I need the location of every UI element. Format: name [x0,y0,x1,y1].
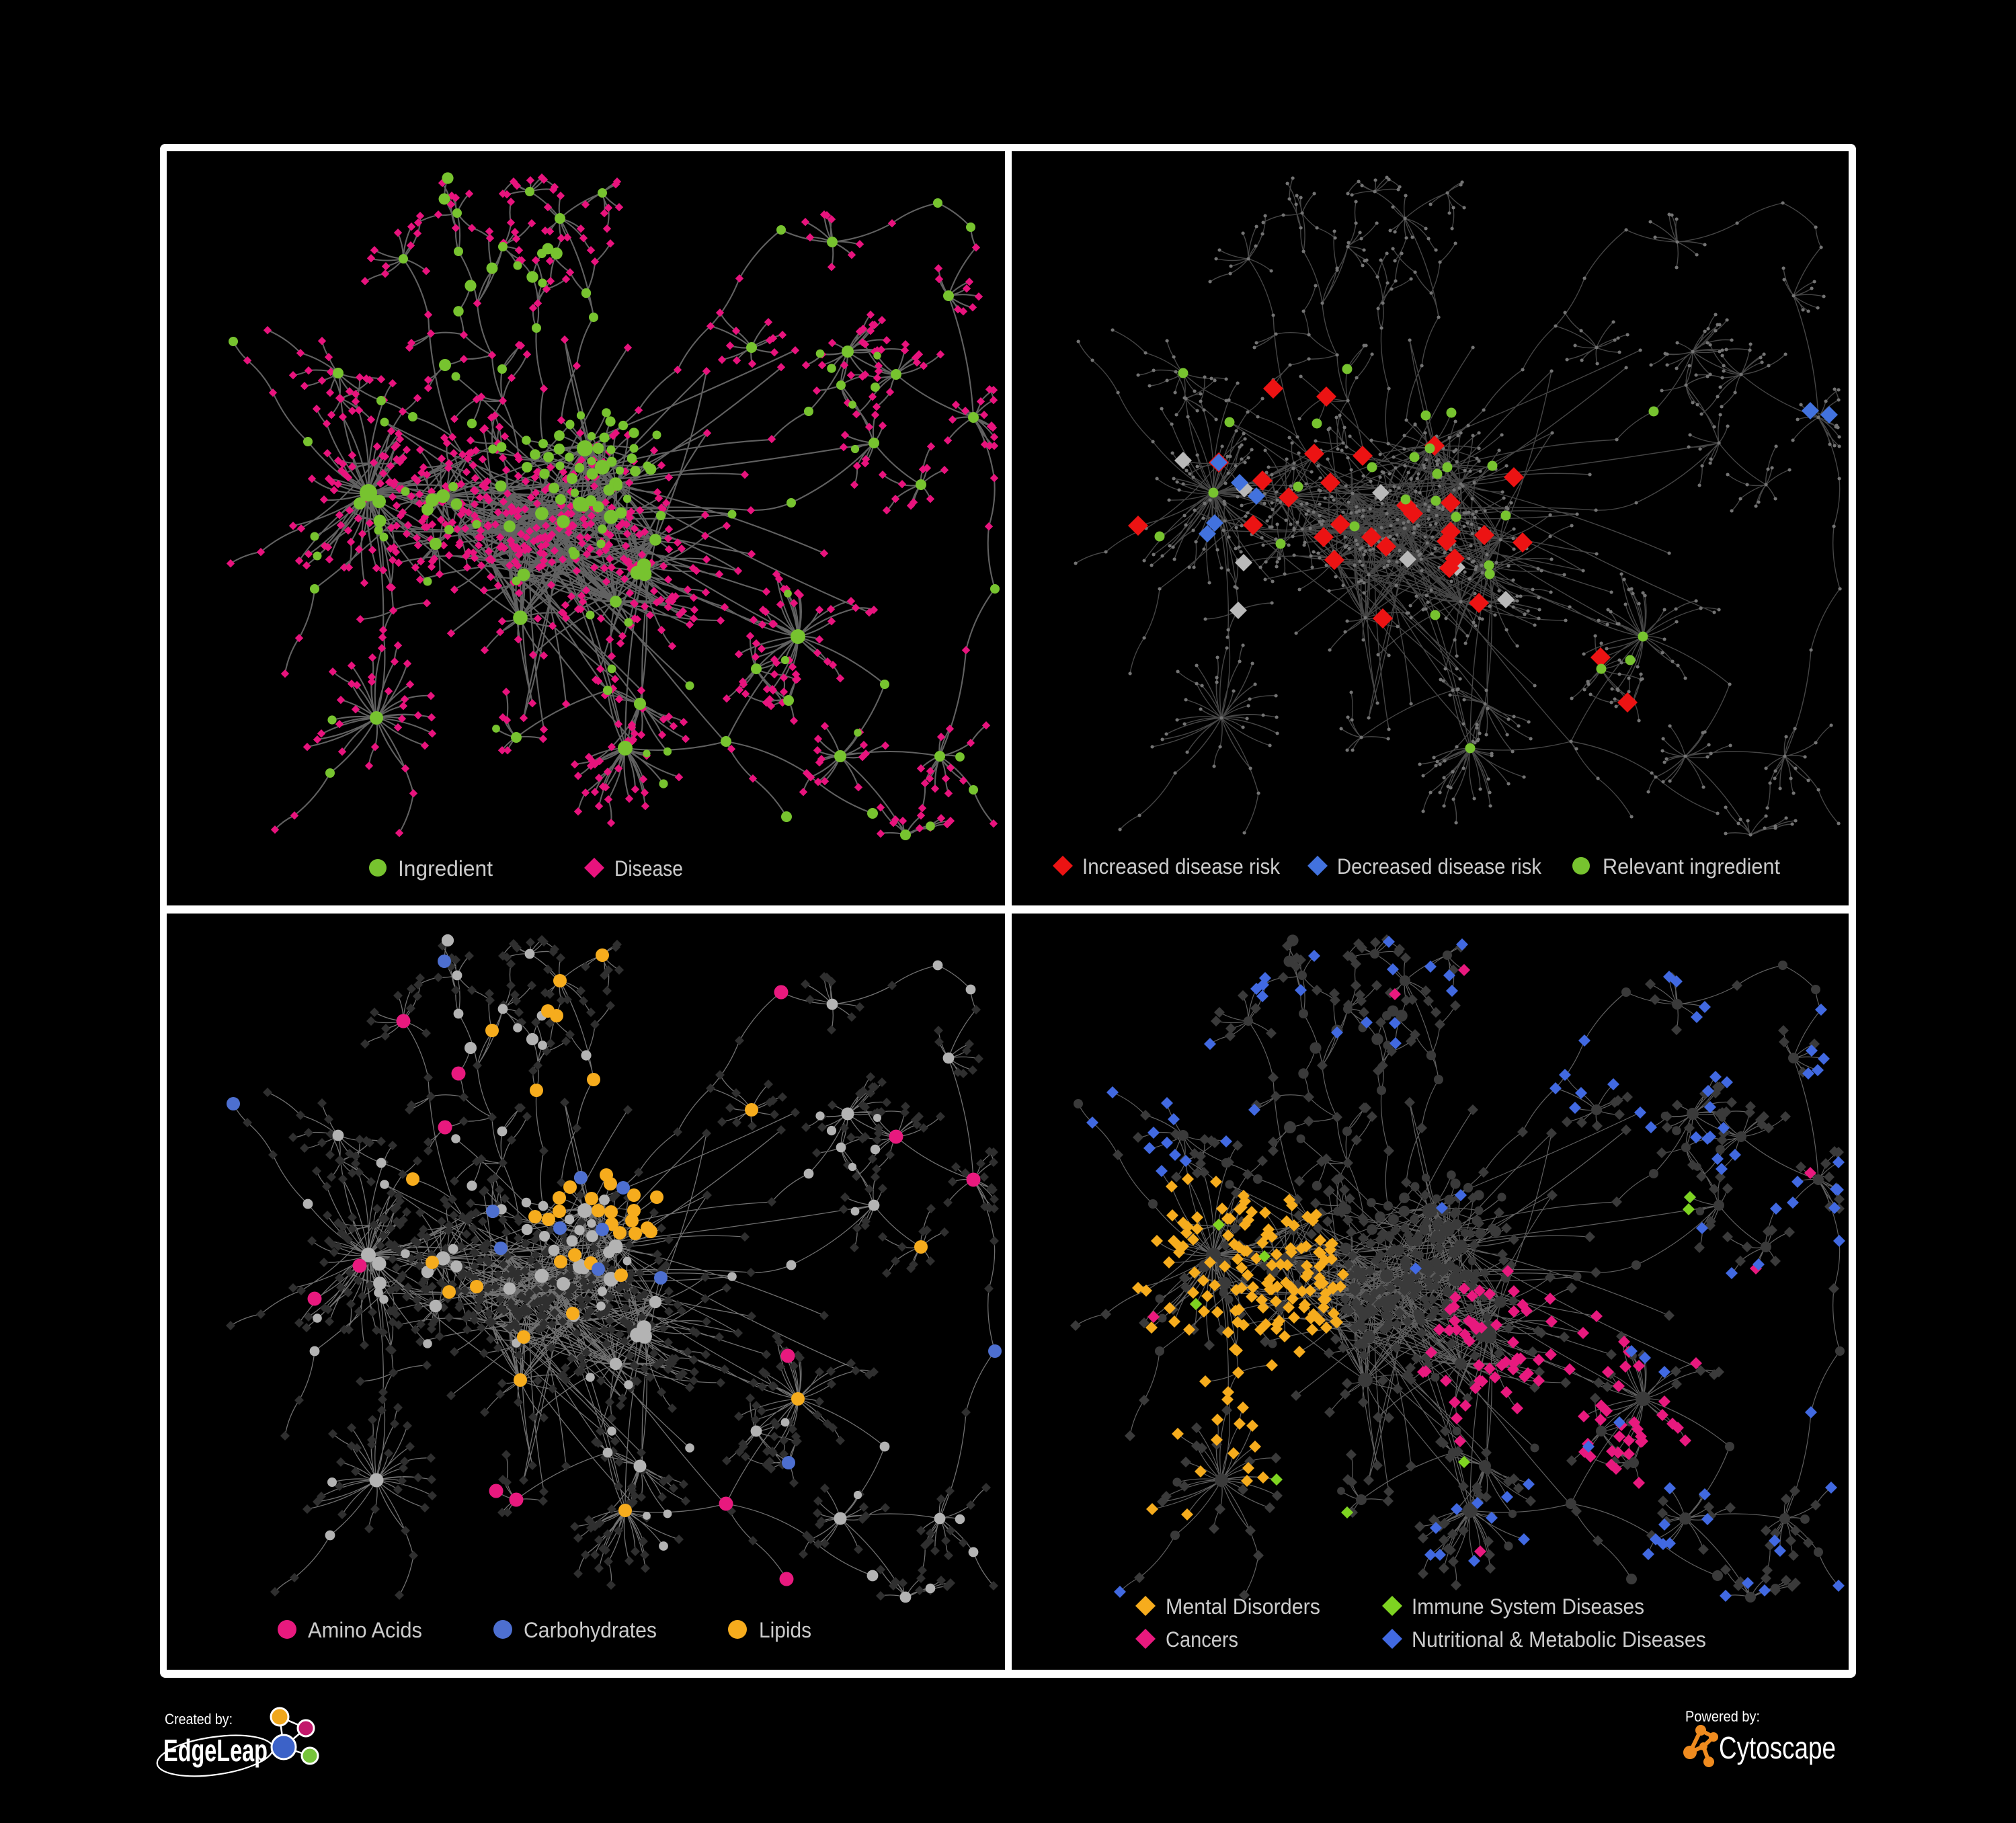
svg-text:Ingredient: Ingredient [398,856,493,881]
svg-text:Lipids: Lipids [759,1618,811,1642]
svg-text:Increased disease risk: Increased disease risk [1082,854,1281,879]
svg-text:Immune System Diseases: Immune System Diseases [1412,1594,1644,1619]
svg-text:Decreased disease risk: Decreased disease risk [1337,854,1542,879]
svg-text:Carbohydrates: Carbohydrates [524,1618,657,1642]
svg-text:Cancers: Cancers [1166,1627,1238,1652]
svg-text:Disease: Disease [614,856,683,881]
svg-text:Created by:: Created by: [165,1711,233,1728]
svg-text:Amino Acids: Amino Acids [308,1618,422,1642]
svg-text:Powered by:: Powered by: [1685,1708,1760,1725]
svg-text:Nutritional & Metabolic Diseas: Nutritional & Metabolic Diseases [1412,1627,1706,1652]
svg-text:Mental Disorders: Mental Disorders [1166,1594,1320,1619]
svg-text:EdgeLeap: EdgeLeap [163,1733,268,1768]
svg-text:Relevant ingredient: Relevant ingredient [1603,854,1780,879]
svg-text:Cytoscape: Cytoscape [1719,1730,1836,1765]
